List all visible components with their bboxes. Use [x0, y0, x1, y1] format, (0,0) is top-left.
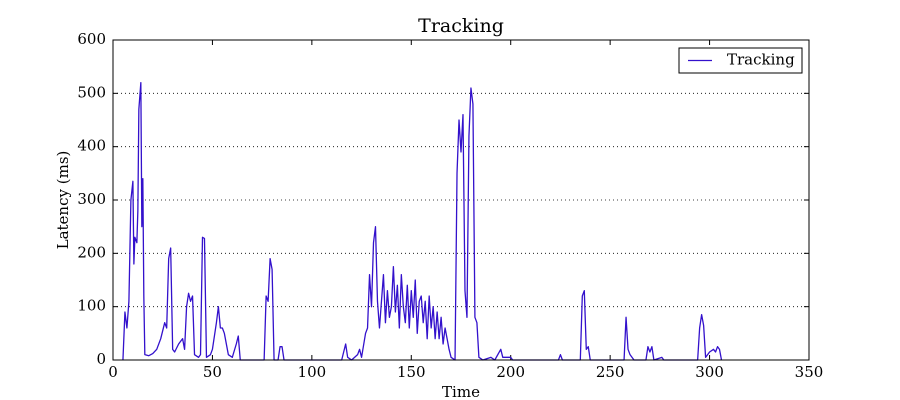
y-tick-label: 300: [77, 190, 106, 208]
x-tick-label: 250: [596, 363, 625, 381]
y-tick-label: 200: [77, 243, 106, 261]
y-tick-label: 0: [96, 350, 106, 368]
y-tick-label: 500: [77, 83, 106, 101]
x-axis-label: Time: [442, 383, 480, 400]
y-tick-label: 400: [77, 137, 106, 155]
x-tick-label: 200: [496, 363, 525, 381]
y-tick-label: 100: [77, 297, 106, 315]
x-tick-label: 100: [298, 363, 327, 381]
y-tick-label: 600: [77, 30, 106, 48]
x-tick-label: 150: [397, 363, 426, 381]
y-axis-label: Latency (ms): [54, 151, 72, 250]
legend-label: Tracking: [727, 51, 795, 69]
x-tick-label: 0: [108, 363, 118, 381]
line-series: [122, 82, 723, 361]
x-tick-label: 300: [695, 363, 724, 381]
plot-frame: [112, 39, 810, 361]
x-tick-label: 50: [203, 363, 222, 381]
x-tick-label: 350: [795, 363, 824, 381]
chart-title: Tracking: [418, 15, 504, 37]
